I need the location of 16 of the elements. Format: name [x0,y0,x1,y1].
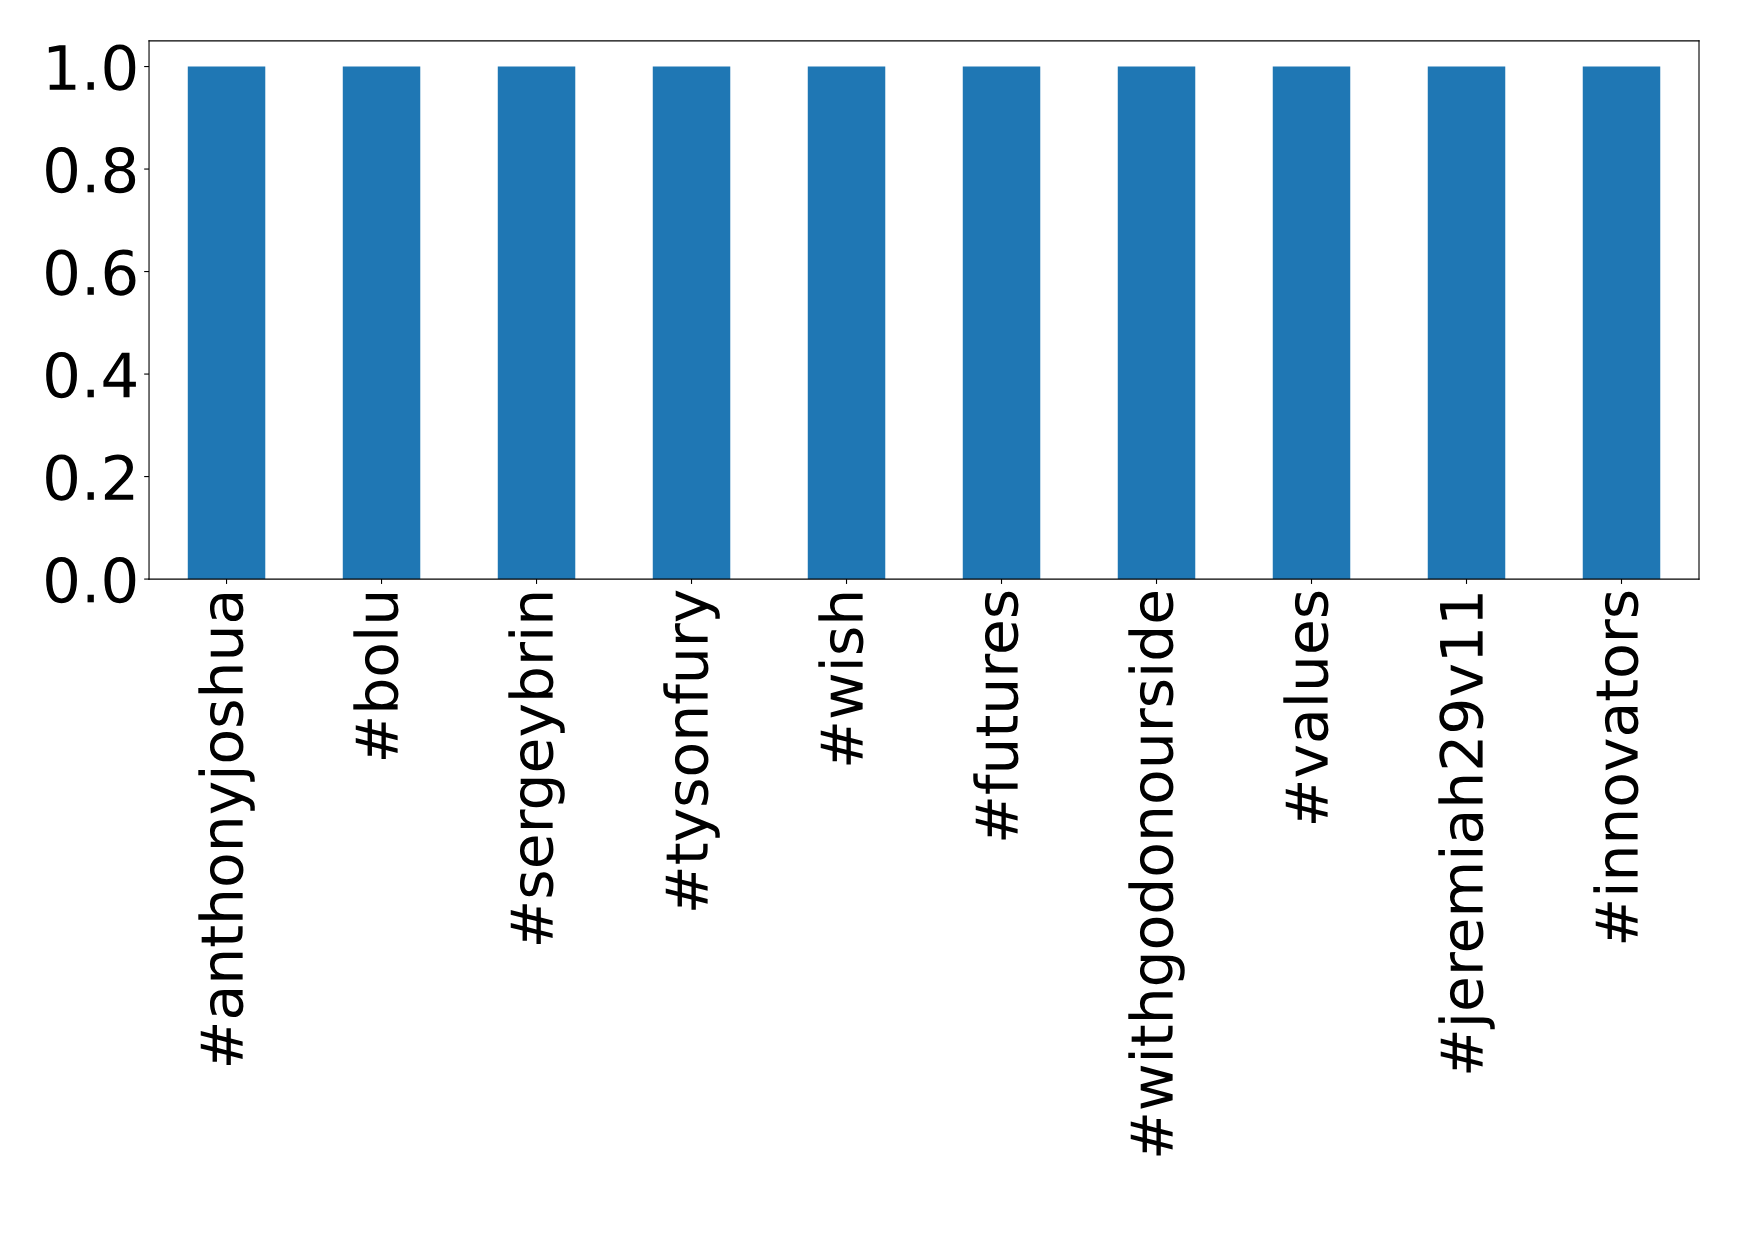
x-tick-label: #tysonfury [663,590,720,910]
x-tick-label: #sergeybrin [508,593,565,945]
x-tick-label: #wish [818,593,864,765]
x-tick-label: #futures [973,591,1019,840]
y-tick-label: 0.4 [46,351,136,399]
y-tick-label: 0.2 [46,454,134,501]
x-tick-label: #innovators [1593,591,1639,943]
x-tick-label: #anthonyjoshua [198,594,255,1065]
y-tick-label: 0.0 [46,556,136,604]
y-tick-label: 0.6 [46,249,136,296]
y-tick-label: 0.8 [46,146,136,194]
y-tick-label: 1.0 [48,44,136,91]
x-tick-label: #withgodonourside [1128,591,1185,1156]
x-tick-label: #values [1283,591,1329,823]
x-tick-label: #jeremiah29v11 [1438,594,1495,1073]
x-tick-label: #bolu [353,594,399,760]
